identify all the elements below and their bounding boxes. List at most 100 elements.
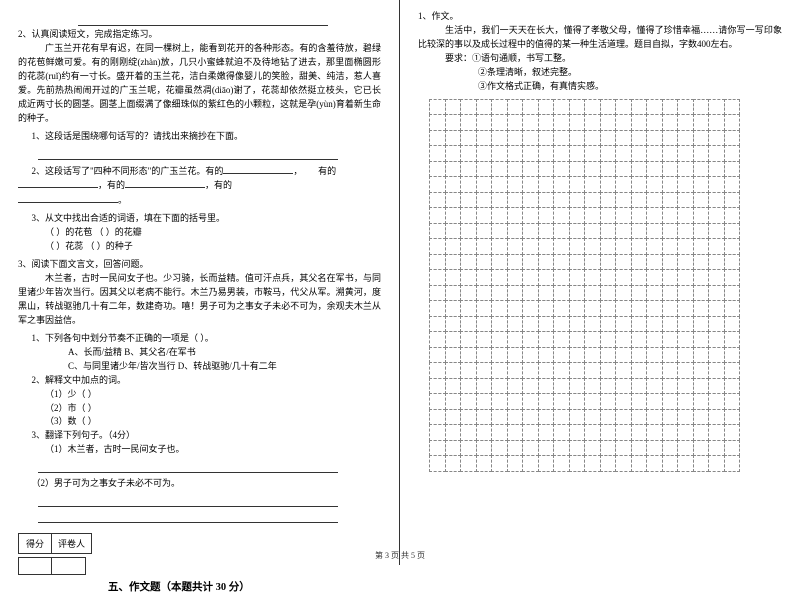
grid-cell[interactable]: [553, 176, 570, 193]
grid-cell[interactable]: [538, 440, 555, 457]
grid-cell[interactable]: [693, 269, 710, 286]
grid-cell[interactable]: [491, 238, 508, 255]
grid-cell[interactable]: [491, 130, 508, 147]
grid-cell[interactable]: [569, 362, 586, 379]
grid-cell[interactable]: [507, 161, 524, 178]
grid-cell[interactable]: [584, 269, 601, 286]
grid-cell[interactable]: [600, 455, 617, 472]
grid-cell[interactable]: [631, 223, 648, 240]
grid-cell[interactable]: [491, 176, 508, 193]
grid-cell[interactable]: [460, 300, 477, 317]
grid-cell[interactable]: [476, 114, 493, 131]
grid-cell[interactable]: [553, 130, 570, 147]
grid-cell[interactable]: [538, 192, 555, 209]
grid-cell[interactable]: [460, 176, 477, 193]
grid-cell[interactable]: [615, 331, 632, 348]
grid-cell[interactable]: [569, 269, 586, 286]
grid-cell[interactable]: [429, 362, 446, 379]
grid-cell[interactable]: [662, 269, 679, 286]
grid-cell[interactable]: [615, 223, 632, 240]
grid-cell[interactable]: [429, 316, 446, 333]
grid-cell[interactable]: [460, 331, 477, 348]
grid-cell[interactable]: [538, 114, 555, 131]
grid-cell[interactable]: [445, 114, 462, 131]
grid-cell[interactable]: [646, 99, 663, 116]
grid-cell[interactable]: [662, 285, 679, 302]
grid-cell[interactable]: [522, 192, 539, 209]
grid-cell[interactable]: [584, 409, 601, 426]
grid-cell[interactable]: [584, 254, 601, 271]
grid-cell[interactable]: [724, 347, 741, 364]
grid-cell[interactable]: [569, 238, 586, 255]
grid-cell[interactable]: [553, 300, 570, 317]
grid-cell[interactable]: [522, 378, 539, 395]
grid-cell[interactable]: [646, 176, 663, 193]
grid-cell[interactable]: [662, 347, 679, 364]
grid-cell[interactable]: [662, 331, 679, 348]
grid-cell[interactable]: [708, 176, 725, 193]
grid-cell[interactable]: [662, 362, 679, 379]
grid-cell[interactable]: [677, 207, 694, 224]
grid-cell[interactable]: [507, 347, 524, 364]
grid-cell[interactable]: [724, 176, 741, 193]
grid-cell[interactable]: [693, 440, 710, 457]
grid-cell[interactable]: [600, 347, 617, 364]
grid-cell[interactable]: [724, 130, 741, 147]
grid-cell[interactable]: [631, 424, 648, 441]
grid-cell[interactable]: [677, 378, 694, 395]
grid-cell[interactable]: [693, 347, 710, 364]
grid-cell[interactable]: [631, 254, 648, 271]
grid-cell[interactable]: [491, 99, 508, 116]
grid-cell[interactable]: [584, 316, 601, 333]
grid-cell[interactable]: [708, 130, 725, 147]
grid-cell[interactable]: [522, 114, 539, 131]
grid-cell[interactable]: [476, 176, 493, 193]
grid-cell[interactable]: [445, 424, 462, 441]
grid-cell[interactable]: [677, 114, 694, 131]
grid-cell[interactable]: [724, 145, 741, 162]
grid-cell[interactable]: [460, 316, 477, 333]
grid-cell[interactable]: [445, 300, 462, 317]
grid-cell[interactable]: [677, 409, 694, 426]
grid-cell[interactable]: [538, 161, 555, 178]
grid-cell[interactable]: [429, 99, 446, 116]
grid-cell[interactable]: [646, 409, 663, 426]
grid-cell[interactable]: [522, 145, 539, 162]
grid-cell[interactable]: [491, 378, 508, 395]
grid-cell[interactable]: [522, 362, 539, 379]
blank[interactable]: [125, 178, 205, 188]
grid-cell[interactable]: [600, 145, 617, 162]
grid-cell[interactable]: [631, 362, 648, 379]
grid-cell[interactable]: [569, 347, 586, 364]
grid-cell[interactable]: [662, 393, 679, 410]
grid-cell[interactable]: [615, 269, 632, 286]
grid-cell[interactable]: [460, 378, 477, 395]
grid-cell[interactable]: [724, 114, 741, 131]
grid-cell[interactable]: [538, 331, 555, 348]
grid-cell[interactable]: [491, 285, 508, 302]
grid-cell[interactable]: [693, 393, 710, 410]
grid-cell[interactable]: [553, 378, 570, 395]
grid-cell[interactable]: [584, 223, 601, 240]
grid-cell[interactable]: [708, 285, 725, 302]
grid-cell[interactable]: [677, 455, 694, 472]
grid-cell[interactable]: [445, 192, 462, 209]
grid-cell[interactable]: [445, 238, 462, 255]
grid-cell[interactable]: [429, 285, 446, 302]
grid-cell[interactable]: [538, 300, 555, 317]
grid-cell[interactable]: [507, 223, 524, 240]
grid-cell[interactable]: [677, 223, 694, 240]
grid-cell[interactable]: [522, 207, 539, 224]
grid-cell[interactable]: [708, 316, 725, 333]
grid-cell[interactable]: [631, 455, 648, 472]
grid-cell[interactable]: [724, 378, 741, 395]
grid-cell[interactable]: [584, 207, 601, 224]
grid-cell[interactable]: [600, 440, 617, 457]
grid-cell[interactable]: [522, 331, 539, 348]
grid-cell[interactable]: [491, 114, 508, 131]
grid-cell[interactable]: [538, 176, 555, 193]
grid-cell[interactable]: [476, 269, 493, 286]
grid-cell[interactable]: [724, 409, 741, 426]
grid-cell[interactable]: [476, 130, 493, 147]
grid-cell[interactable]: [631, 409, 648, 426]
